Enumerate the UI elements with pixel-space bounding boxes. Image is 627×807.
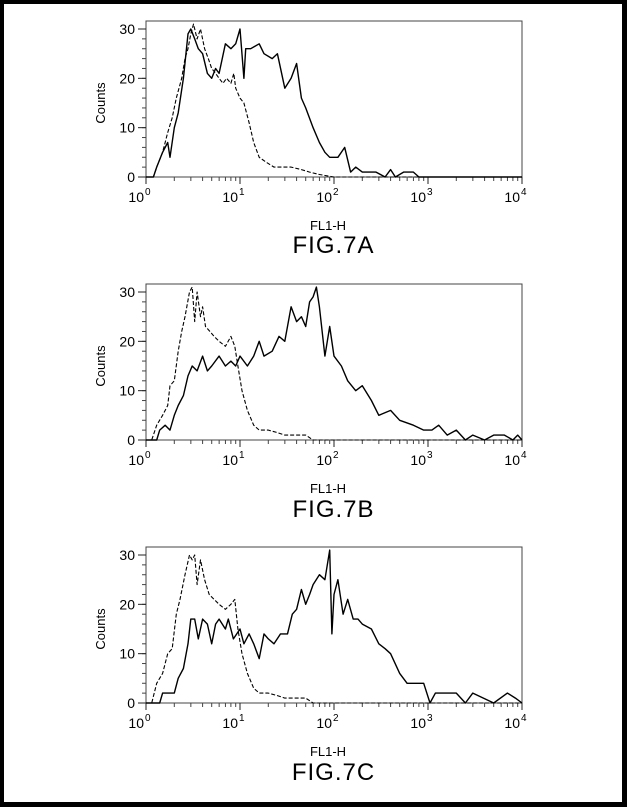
sample-histogram-line: [146, 286, 523, 441]
svg-text:10: 10: [316, 715, 332, 731]
x-tick-label: 10 4: [504, 713, 527, 731]
x-tick-label: 10 4: [504, 187, 527, 205]
panel-fig-7a: 0 10 20 30 Counts 10 0 10 1 10 2 10 3 10 4 FL1-H FIG.7A: [0, 0, 627, 265]
y-tick-label: 30: [119, 21, 135, 37]
x-tick-label: 10 1: [222, 187, 245, 205]
y-tick-label: 20: [119, 596, 135, 612]
svg-text:4: 4: [521, 187, 527, 198]
control-histogram-line: [146, 286, 522, 441]
svg-text:10: 10: [410, 715, 426, 731]
y-tick-label: 30: [119, 547, 135, 563]
control-histogram-line: [146, 554, 522, 704]
x-tick-label: 10 0: [128, 713, 151, 731]
y-axis-title: Counts: [93, 82, 108, 124]
figure-caption: FIG.7B: [292, 496, 375, 523]
y-tick-label: 10: [119, 383, 135, 399]
svg-text:10: 10: [128, 715, 144, 731]
svg-text:0: 0: [145, 450, 151, 461]
svg-text:3: 3: [427, 713, 433, 724]
svg-text:1: 1: [239, 713, 245, 724]
svg-text:1: 1: [239, 450, 245, 461]
svg-text:4: 4: [521, 450, 527, 461]
x-axis-title: FL1-H: [310, 218, 346, 233]
x-tick-label: 10 3: [410, 713, 433, 731]
svg-text:10: 10: [128, 189, 144, 205]
y-tick-label: 0: [127, 169, 135, 185]
svg-text:10: 10: [222, 715, 238, 731]
sample-histogram-line: [146, 28, 522, 178]
y-axis: 0 10 20 30 Counts: [93, 547, 146, 711]
y-tick-label: 0: [127, 432, 135, 448]
svg-text:10: 10: [504, 189, 520, 205]
svg-text:0: 0: [145, 187, 151, 198]
svg-text:10: 10: [316, 452, 332, 468]
x-tick-label: 10 2: [316, 450, 339, 468]
y-axis: 0 10 20 30 Counts: [93, 21, 146, 185]
svg-text:10: 10: [222, 189, 238, 205]
svg-text:3: 3: [427, 187, 433, 198]
svg-text:0: 0: [145, 713, 151, 724]
y-axis-title: Counts: [93, 608, 108, 650]
y-axis: 0 10 20 30 Counts: [93, 284, 146, 448]
svg-text:10: 10: [504, 452, 520, 468]
y-tick-label: 10: [119, 646, 135, 662]
plot-frame: [145, 20, 523, 178]
x-axis-title: FL1-H: [310, 481, 346, 496]
x-tick-label: 10 3: [410, 450, 433, 468]
figure-caption: FIG.7A: [292, 232, 375, 259]
x-tick-label: 10 0: [128, 187, 151, 205]
panel-fig-7b: 0 10 20 30 Counts 10 0 10 1 10 2 10 3 10 4 FL1-H FIG.7B: [0, 263, 627, 528]
x-tick-label: 10 3: [410, 187, 433, 205]
svg-text:3: 3: [427, 450, 433, 461]
svg-text:10: 10: [410, 189, 426, 205]
x-tick-label: 10 0: [128, 450, 151, 468]
svg-text:2: 2: [333, 187, 339, 198]
y-tick-label: 10: [119, 120, 135, 136]
x-axis-title: FL1-H: [310, 744, 346, 759]
y-axis-title: Counts: [93, 345, 108, 387]
sample-histogram-line: [146, 549, 523, 704]
svg-text:2: 2: [333, 450, 339, 461]
svg-text:1: 1: [239, 187, 245, 198]
figure-caption: FIG.7C: [291, 759, 376, 786]
x-tick-label: 10 2: [316, 713, 339, 731]
svg-text:10: 10: [316, 189, 332, 205]
svg-text:10: 10: [128, 452, 144, 468]
svg-text:10: 10: [504, 715, 520, 731]
x-tick-label: 10 1: [222, 713, 245, 731]
svg-text:4: 4: [521, 713, 527, 724]
x-tick-label: 10 2: [316, 187, 339, 205]
y-tick-label: 30: [119, 284, 135, 300]
y-tick-label: 20: [119, 70, 135, 86]
panel-fig-7c: 0 10 20 30 Counts 10 0 10 1 10 2 10 3 10 4 FL1-H FIG.7C: [0, 526, 627, 791]
control-histogram-line: [146, 23, 522, 178]
y-tick-label: 0: [127, 695, 135, 711]
y-tick-label: 20: [119, 333, 135, 349]
svg-text:2: 2: [333, 713, 339, 724]
svg-text:10: 10: [222, 452, 238, 468]
x-tick-label: 10 4: [504, 450, 527, 468]
svg-text:10: 10: [410, 452, 426, 468]
x-tick-label: 10 1: [222, 450, 245, 468]
